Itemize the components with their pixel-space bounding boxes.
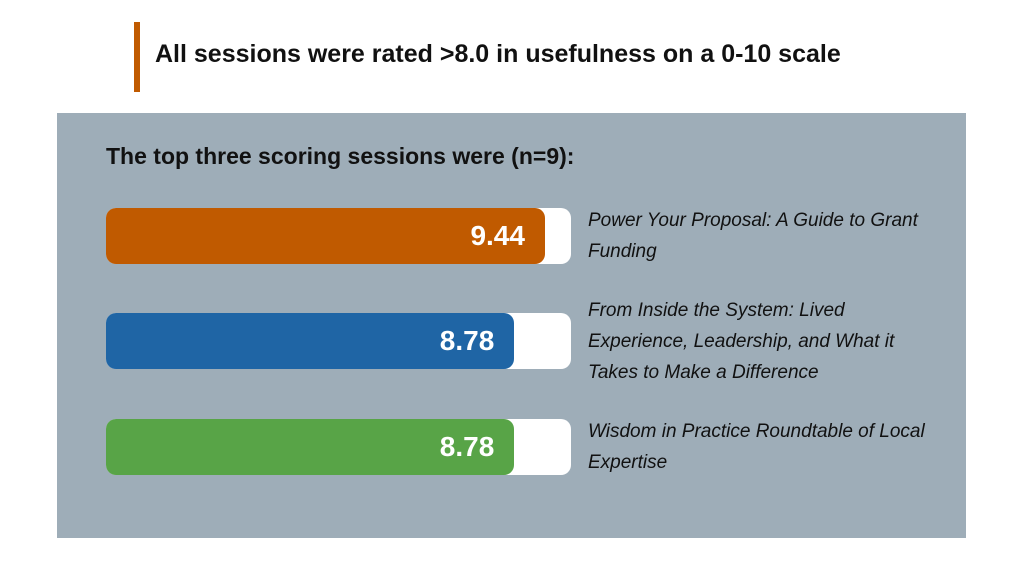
chart-title: All sessions were rated >8.0 in usefulne… — [155, 40, 841, 68]
category-label: Power Your Proposal: A Guide to Grant Fu… — [588, 210, 918, 262]
value-label: 8.78 — [439, 325, 495, 356]
value-label: 8.78 — [439, 431, 495, 462]
title-accent — [134, 22, 140, 92]
bar — [106, 313, 515, 369]
category-label: From Inside the System: Lived Experience… — [588, 299, 895, 383]
category-label: Wisdom in Practice Roundtable of Local E… — [588, 421, 925, 473]
bar — [106, 419, 515, 475]
chart-subtitle: The top three scoring sessions were (n=9… — [106, 143, 575, 169]
value-label: 9.44 — [470, 220, 525, 251]
bar — [106, 208, 545, 264]
